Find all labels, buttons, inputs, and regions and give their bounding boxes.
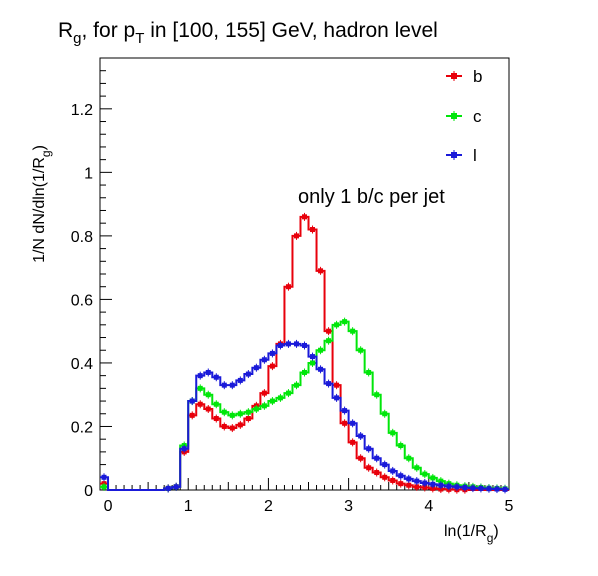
annotation-text: only 1 b/c per jet (298, 186, 445, 208)
x-axis: 0 1 2 3 4 5 (99, 478, 514, 515)
x-tick-label: 4 (424, 498, 433, 515)
y-tick-label: 0.4 (71, 356, 93, 373)
series-b (100, 212, 509, 494)
x-tick-label: 3 (344, 498, 353, 515)
series-line-b (100, 215, 509, 491)
x-axis-label: ln(1/Rg) (444, 523, 499, 545)
x-tick-label: 2 (264, 498, 273, 515)
y-tick-label: 0.6 (71, 292, 93, 309)
series-l (100, 339, 509, 494)
chart-title: Rg, for pT in [100, 155] GeV, hadron lev… (58, 19, 438, 47)
y-tick-label: 0 (84, 483, 93, 500)
series-group (100, 212, 509, 494)
y-tick-label: 1.2 (71, 102, 93, 119)
y-axis-label: 1/N dN/dln(1/Rg) (31, 145, 53, 263)
y-tick-label: 0.2 (71, 419, 93, 436)
series-line-l (100, 342, 509, 491)
y-tick-label: 1 (84, 165, 93, 182)
x-tick-label: 5 (505, 498, 514, 515)
y-axis: 0 0.2 0.4 0.6 0.8 1 1.2 (71, 57, 112, 500)
x-tick-label: 1 (184, 498, 193, 515)
legend-label-c: c (473, 107, 482, 126)
legend-label-b: b (473, 67, 482, 86)
x-tick-label: 0 (104, 498, 113, 515)
y-tick-label: 0.8 (71, 229, 93, 246)
plot-frame (99, 57, 510, 491)
legend: b c l (446, 67, 482, 165)
legend-label-l: l (473, 146, 477, 165)
